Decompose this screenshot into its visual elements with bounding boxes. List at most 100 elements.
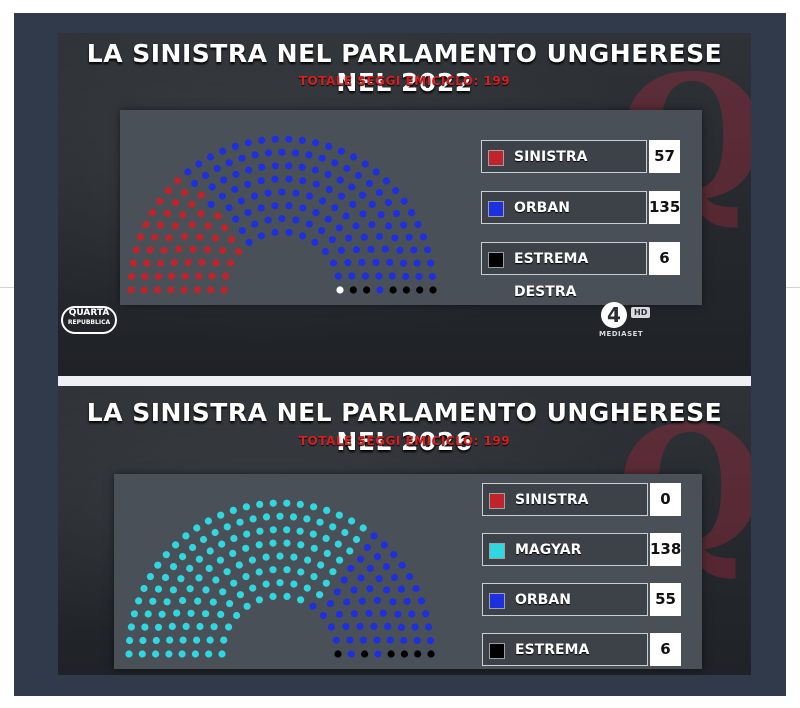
seat-dot — [366, 564, 374, 572]
seat-dot — [304, 556, 312, 564]
legend-box: ESTREMA DESTRA — [481, 242, 647, 300]
seat-dot — [196, 622, 204, 631]
seat-dot — [334, 650, 342, 658]
seat-dot — [410, 246, 418, 254]
legend-label: SINISTRA — [514, 149, 588, 165]
seat-dot — [269, 566, 277, 574]
seat-dot — [389, 286, 397, 294]
seat-dot — [389, 598, 397, 606]
legend-box: SINISTRA — [482, 483, 648, 516]
seat-dot — [406, 573, 414, 581]
seat-dot — [392, 209, 401, 218]
seat-dot — [335, 511, 343, 519]
legend-label: ORBAN — [515, 592, 571, 608]
seat-dot — [128, 272, 136, 281]
seat-dot — [321, 247, 329, 256]
seat-dot — [186, 564, 194, 572]
seat-dot — [242, 573, 250, 581]
seat-dot — [184, 258, 192, 266]
legend-value: 0 — [650, 483, 681, 516]
seat-dot — [349, 200, 357, 208]
seat-dot — [402, 286, 410, 294]
seat-dot — [303, 515, 311, 523]
seat-dot — [154, 623, 163, 631]
seat-dot — [163, 598, 171, 606]
seat-dot — [380, 541, 388, 549]
seat-dot — [218, 540, 226, 548]
seat-dot — [154, 585, 163, 593]
seat-dot — [197, 191, 205, 199]
seat-dot — [276, 552, 284, 560]
seat-dot — [316, 518, 324, 526]
seat-dot — [383, 586, 391, 594]
seat-dot — [400, 650, 408, 658]
seat-dot — [350, 610, 358, 618]
seat-dot — [408, 209, 416, 217]
seat-dot — [350, 586, 358, 594]
seat-dot — [324, 215, 332, 223]
seat-dot — [372, 258, 380, 266]
seat-dot — [165, 234, 173, 242]
seat-dot — [348, 183, 356, 191]
seat-dot — [278, 188, 286, 196]
seat-dot — [342, 623, 350, 631]
seat-dot — [399, 259, 408, 267]
seat-dot — [396, 246, 404, 254]
seat-dot — [325, 142, 333, 150]
seat-dot — [283, 592, 291, 600]
seat-dot — [415, 272, 423, 281]
legend-value: 55 — [650, 583, 681, 616]
seat-dot — [382, 177, 390, 185]
seat-dot — [413, 636, 421, 645]
seat-dot — [144, 610, 152, 618]
channel-4-logo: 4 — [601, 302, 627, 328]
seat-dot — [386, 258, 394, 266]
seat-dot — [204, 246, 212, 254]
seat-dot — [334, 272, 342, 280]
seat-dot — [204, 517, 212, 525]
seat-dot — [290, 580, 298, 588]
seat-dot — [387, 650, 395, 658]
seat-dot — [173, 609, 181, 617]
seat-dot — [256, 500, 264, 508]
seat-dot — [340, 576, 348, 584]
seat-dot — [162, 551, 170, 559]
seat-dot — [348, 272, 356, 280]
seat-dot — [309, 602, 317, 610]
seat-dot — [236, 591, 244, 599]
seat-dot — [206, 547, 214, 555]
seat-dot — [350, 153, 358, 161]
hemicycle-2022 — [127, 135, 437, 294]
seat-dot — [368, 200, 376, 208]
seat-dot — [414, 650, 422, 658]
seat-dot — [334, 540, 342, 548]
seat-dot — [175, 245, 183, 253]
seat-dot — [400, 636, 408, 645]
seat-dot — [271, 228, 279, 236]
seat-dot — [305, 151, 313, 159]
seat-dot — [397, 623, 406, 631]
seat-dot — [327, 623, 335, 631]
seat-dot — [179, 553, 187, 561]
chart-title: LA SINISTRA NEL PARLAMENTO UNGHERESE NEL… — [86, 39, 723, 97]
seat-dot — [365, 609, 373, 617]
seat-dot — [206, 153, 214, 161]
hemicycle-2026 — [125, 499, 435, 658]
legend-swatch — [489, 493, 505, 509]
seat-dot — [427, 259, 435, 267]
seat-dot — [373, 596, 381, 605]
seat-dot — [358, 258, 366, 267]
seat-dot — [306, 192, 314, 200]
seat-dot — [167, 286, 175, 294]
seat-dot — [194, 597, 202, 605]
seat-dot — [214, 212, 222, 220]
seat-dot — [257, 232, 265, 240]
seat-dot — [195, 574, 203, 582]
seat-dot — [199, 535, 208, 544]
seat-dot — [138, 650, 146, 658]
seat-dot — [139, 636, 147, 645]
seat-dot — [426, 636, 434, 645]
seat-dot — [207, 200, 215, 208]
seat-dot — [285, 202, 293, 210]
seat-dot — [318, 227, 326, 235]
